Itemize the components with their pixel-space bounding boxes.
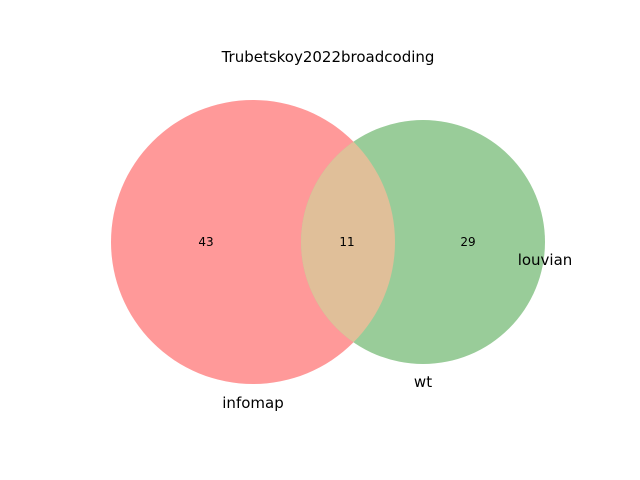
set-label-louvian: louvian (518, 251, 573, 269)
set-label-wt: wt (414, 373, 432, 391)
count-intersection: 11 (339, 235, 354, 249)
chart-title: Trubetskoy2022broadcoding (221, 48, 435, 66)
set-label-infomap: infomap (222, 394, 283, 412)
count-wt-only: 29 (460, 235, 475, 249)
count-infomap-only: 43 (198, 235, 213, 249)
intersection-region (301, 120, 395, 364)
